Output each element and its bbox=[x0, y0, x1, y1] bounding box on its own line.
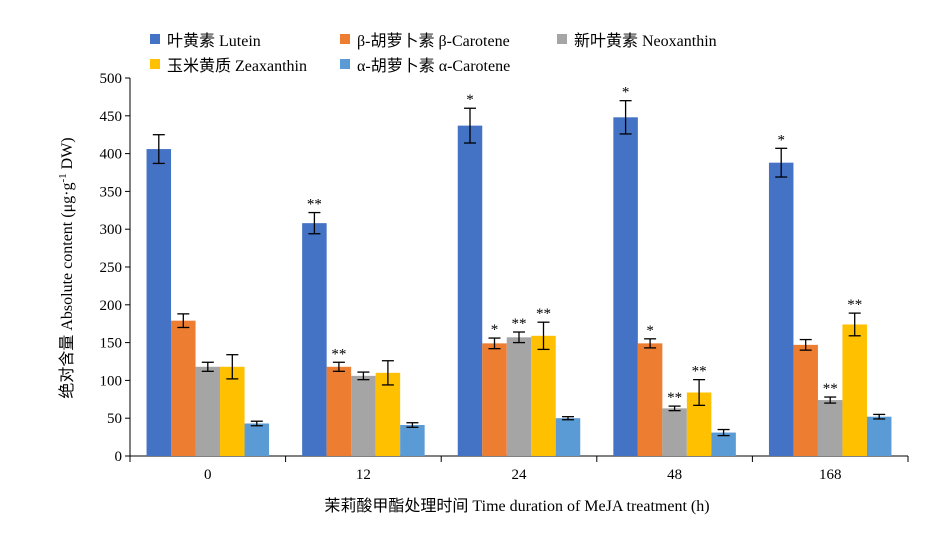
legend-item-zeaxanthin: 玉米黄质 Zeaxanthin bbox=[150, 57, 307, 75]
significance-mark: ** bbox=[512, 316, 527, 332]
bar bbox=[457, 125, 483, 457]
significance-mark: * bbox=[622, 85, 630, 101]
legend-item-lutein: 叶黄素 Lutein bbox=[150, 32, 261, 50]
significance-mark: ** bbox=[823, 381, 838, 397]
significance-mark: ** bbox=[536, 306, 551, 322]
y-tick-label: 50 bbox=[107, 411, 122, 427]
x-tick-label: 48 bbox=[667, 467, 682, 483]
plot-area: 0 50 100 150 200 250 300 350 400 450 500 0 12 24 48 168… bbox=[100, 71, 909, 483]
bar bbox=[244, 423, 270, 456]
bar bbox=[351, 375, 376, 456]
y-tick-label: 300 bbox=[100, 222, 123, 238]
bar bbox=[326, 366, 352, 456]
bar bbox=[482, 343, 507, 456]
y-tick-label: 200 bbox=[100, 298, 123, 314]
y-tick-label: 100 bbox=[100, 373, 123, 389]
bar bbox=[817, 400, 843, 456]
significance-mark: ** bbox=[331, 346, 346, 362]
bar bbox=[146, 149, 172, 456]
x-axis-title: 茉莉酸甲酯处理时间 Time duration of MeJA treatmen… bbox=[324, 497, 709, 515]
x-tick-label: 0 bbox=[204, 467, 212, 483]
y-axis-title-superscript: -1 bbox=[57, 173, 69, 182]
bar bbox=[171, 320, 196, 456]
y-tick-label: 500 bbox=[100, 71, 123, 87]
y-tick-label: 250 bbox=[100, 260, 123, 276]
significance-mark: ** bbox=[307, 197, 322, 213]
legend-item-neoxanthin: 新叶黄素 Neoxanthin bbox=[557, 32, 717, 50]
significance-mark: * bbox=[646, 323, 654, 339]
legend-swatch-alpha-carotene bbox=[340, 59, 350, 69]
y-axis-title-main: 绝对含量 Absolute content (μg·g bbox=[58, 183, 76, 399]
legend-label-neoxanthin: 新叶黄素 Neoxanthin bbox=[574, 32, 717, 50]
bar bbox=[662, 408, 687, 456]
legend-item-beta-carotene: β-胡萝卜素 β-Carotene bbox=[340, 32, 510, 50]
bar bbox=[195, 366, 221, 456]
y-tick-label: 0 bbox=[115, 449, 123, 465]
legend-label-zeaxanthin: 玉米黄质 Zeaxanthin bbox=[167, 57, 307, 75]
x-tick-label: 168 bbox=[819, 467, 842, 483]
legend-item-alpha-carotene: α-胡萝卜素 α-Carotene bbox=[340, 57, 510, 75]
legend-label-beta-carotene: β-胡萝卜素 β-Carotene bbox=[357, 32, 510, 50]
bar bbox=[842, 324, 867, 456]
significance-mark: ** bbox=[692, 364, 707, 380]
bar bbox=[711, 432, 736, 456]
y-tick-label: 350 bbox=[100, 184, 123, 200]
bar bbox=[531, 335, 556, 456]
legend-swatch-beta-carotene bbox=[340, 34, 350, 44]
y-axis-title: 绝对含量 Absolute content (μg·g-1 DW) bbox=[57, 137, 76, 398]
y-tick-label: 450 bbox=[100, 109, 123, 125]
bar bbox=[555, 418, 581, 456]
significance-mark: ** bbox=[667, 390, 682, 406]
y-axis-title-tail: DW) bbox=[59, 137, 76, 173]
significance-mark: * bbox=[466, 92, 474, 108]
x-tick-label: 24 bbox=[512, 467, 528, 483]
legend: 叶黄素 Lutein β-胡萝卜素 β-Carotene 新叶黄素 Neoxan… bbox=[150, 32, 717, 75]
legend-label-lutein: 叶黄素 Lutein bbox=[167, 32, 261, 50]
significance-mark: * bbox=[491, 322, 499, 338]
legend-label-alpha-carotene: α-胡萝卜素 α-Carotene bbox=[357, 57, 510, 75]
significance-mark: ** bbox=[847, 297, 862, 313]
significance-mark: * bbox=[777, 132, 785, 148]
bar bbox=[302, 223, 327, 456]
bar bbox=[400, 425, 425, 456]
bar bbox=[220, 366, 245, 456]
bar bbox=[613, 117, 638, 456]
legend-swatch-zeaxanthin bbox=[150, 59, 160, 69]
bar bbox=[866, 416, 892, 456]
bar bbox=[793, 344, 818, 456]
bar bbox=[637, 343, 663, 456]
y-tick-label: 150 bbox=[100, 336, 123, 352]
y-tick-label: 400 bbox=[100, 147, 123, 163]
legend-swatch-neoxanthin bbox=[557, 34, 567, 44]
bar bbox=[768, 162, 794, 456]
bar bbox=[375, 372, 401, 456]
x-tick-label: 12 bbox=[356, 467, 371, 483]
bar bbox=[506, 337, 532, 456]
legend-swatch-lutein bbox=[150, 34, 160, 44]
